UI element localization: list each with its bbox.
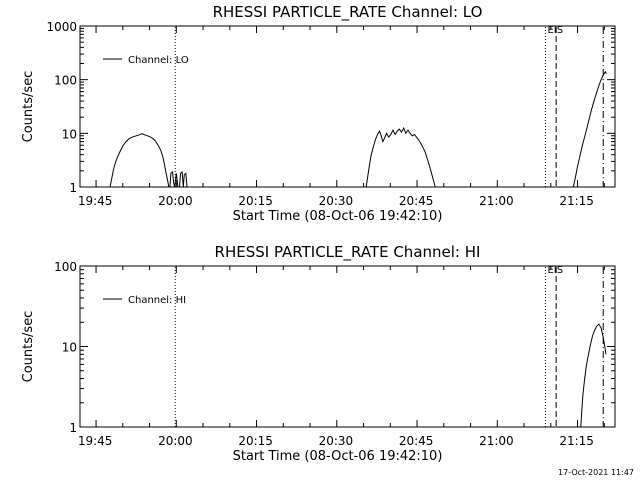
x-tick-label: 20:15: [238, 434, 273, 448]
x-tick-label: 21:15: [559, 194, 594, 208]
x-axis-label-0: Start Time (08-Oct-06 19:42:10): [233, 209, 443, 224]
y-tick-label: 10: [62, 341, 77, 355]
x-tick-label: 19:45: [78, 434, 113, 448]
series-line-segment: [581, 324, 606, 427]
x-tick-label: 19:45: [78, 194, 113, 208]
plot-frame-1: [80, 266, 615, 427]
y-tick-label: 1: [69, 421, 77, 435]
y-tick-label: 10: [62, 127, 77, 141]
x-tick-label: 20:00: [158, 434, 193, 448]
y-tick-label: 100: [54, 74, 77, 88]
plot-frame-0: [80, 26, 615, 187]
y-tick-label: 1000: [46, 20, 77, 34]
y-tick-label: 1: [69, 181, 77, 195]
x-tick-label: 20:45: [399, 194, 434, 208]
x-tick-label: 20:30: [319, 194, 354, 208]
y-axis-label-1: Counts/sec: [21, 311, 36, 383]
legend-label-1: Channel: HI: [128, 295, 186, 306]
footer-timestamp: 17-Oct-2021 11:47: [558, 468, 634, 477]
x-tick-label: 21:15: [559, 434, 594, 448]
y-tick-label: 100: [54, 260, 77, 274]
series-line-segment: [573, 72, 606, 187]
x-tick-label: 20:15: [238, 194, 273, 208]
x-axis-label-1: Start Time (08-Oct-06 19:42:10): [233, 449, 443, 464]
x-tick-label: 20:00: [158, 194, 193, 208]
x-tick-label: 21:00: [479, 194, 514, 208]
legend-label-0: Channel: LO: [128, 55, 189, 66]
x-tick-label: 20:45: [399, 434, 434, 448]
annotation-label: EIS: [547, 265, 563, 276]
chart-title-1: RHESSI PARTICLE_RATE Channel: HI: [215, 243, 481, 262]
series-line-segment: [170, 172, 189, 187]
x-tick-label: 21:00: [479, 434, 514, 448]
series-line-segment: [110, 134, 169, 187]
y-axis-label-0: Counts/sec: [21, 71, 36, 143]
x-tick-label: 20:30: [319, 434, 354, 448]
chart-title-0: RHESSI PARTICLE_RATE Channel: LO: [213, 3, 483, 22]
annotation-label: EIS: [547, 25, 563, 36]
series-line-segment: [366, 128, 435, 187]
